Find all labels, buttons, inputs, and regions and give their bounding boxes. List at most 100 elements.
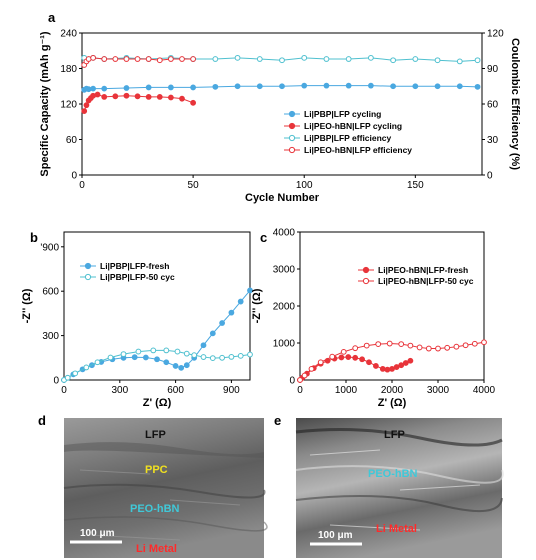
data-point xyxy=(101,94,108,100)
legend-label: Li|PEO-hBN|LFP efficiency xyxy=(304,145,412,155)
data-point xyxy=(112,93,119,100)
data-point xyxy=(234,83,241,90)
data-point xyxy=(367,54,374,61)
legend-label: Li|PEO-hBN|LFP cycling xyxy=(304,121,402,131)
legend-label: Li|PBP|LFP efficiency xyxy=(304,133,392,143)
data-point xyxy=(163,347,170,354)
data-point xyxy=(434,83,441,90)
x-tick-label: 0 xyxy=(79,180,85,191)
plot-frame xyxy=(81,32,483,176)
data-point xyxy=(123,56,130,62)
y-axis-label: Specific Capacity (mAh g⁻¹) xyxy=(39,31,51,177)
data-point xyxy=(131,354,138,361)
x-tick-label: 0 xyxy=(61,385,67,396)
x-tick-label: 3000 xyxy=(427,385,450,396)
legend-label: Li|PEO-hBN|LFP-50 cyc xyxy=(378,276,474,286)
data-point xyxy=(453,343,460,350)
data-point xyxy=(228,309,235,316)
sem-d-label-li-metal: Li Metal xyxy=(136,543,177,555)
y-tick-label: 0 xyxy=(53,376,59,387)
data-point xyxy=(359,356,366,363)
legend-marker xyxy=(362,266,370,274)
data-point xyxy=(145,56,152,62)
x-tick-label: 100 xyxy=(296,180,313,191)
x-axis-label: Z' (Ω) xyxy=(378,397,407,409)
data-point xyxy=(416,344,423,351)
data-point xyxy=(412,56,419,62)
data-point xyxy=(474,57,481,64)
data-point xyxy=(367,82,374,89)
data-point xyxy=(200,342,207,349)
chart-b: 0 300 600 900 0 300 600 '900 Z' (Ω) -Z'' (Ω) Li|PB… xyxy=(21,231,253,409)
data-point xyxy=(297,377,303,383)
data-point xyxy=(156,57,163,64)
y2-axis-label: Coulombic Efficiency (%) xyxy=(509,38,521,170)
panel-letter-c: c xyxy=(260,230,267,245)
data-point xyxy=(398,362,405,369)
data-point xyxy=(167,56,174,62)
data-point xyxy=(390,57,397,64)
data-point xyxy=(134,56,141,62)
data-point xyxy=(200,354,207,360)
data-point xyxy=(101,56,108,62)
data-point xyxy=(156,94,163,100)
data-point xyxy=(135,348,142,355)
data-point xyxy=(90,85,97,92)
data-point xyxy=(345,354,352,360)
y-tick-label: 2000 xyxy=(273,302,296,313)
y2-tick-label: 30 xyxy=(487,135,499,146)
data-point xyxy=(228,354,235,360)
data-point xyxy=(183,350,190,357)
data-point xyxy=(64,374,71,381)
x-tick-label: 2000 xyxy=(381,385,404,396)
data-point xyxy=(101,85,108,92)
data-point xyxy=(142,354,149,361)
data-point xyxy=(474,83,481,90)
series-line xyxy=(83,85,478,91)
legend-marker xyxy=(84,273,92,281)
data-point xyxy=(373,363,379,369)
data-point xyxy=(172,363,179,369)
x-tick-label: 600 xyxy=(167,385,184,396)
data-point xyxy=(390,83,397,90)
data-point xyxy=(425,345,432,352)
data-point xyxy=(179,95,185,102)
y2-tick-label: 0 xyxy=(487,171,493,182)
legend-marker xyxy=(288,110,296,118)
sem-d-scalebar-text: 100 μm xyxy=(80,528,115,539)
data-point xyxy=(279,57,285,64)
data-point xyxy=(317,359,324,366)
data-point xyxy=(190,99,197,106)
data-point xyxy=(123,92,130,99)
sem-d-label-peo-hbn: PEO-hBN xyxy=(130,503,180,515)
y-tick-label: 240 xyxy=(60,29,77,40)
data-point xyxy=(407,357,414,364)
data-point xyxy=(389,366,395,372)
data-point xyxy=(120,351,127,358)
x-tick-label: 1000 xyxy=(335,385,358,396)
data-point xyxy=(190,84,197,91)
data-point xyxy=(444,344,451,351)
data-point xyxy=(183,362,190,369)
data-point xyxy=(178,364,185,371)
data-point xyxy=(402,360,409,366)
data-point xyxy=(345,82,352,89)
legend-label: Li|PEO-hBN|LFP-fresh xyxy=(378,265,468,275)
plot-frame xyxy=(299,231,485,381)
sem-d-label-ppc: PPC xyxy=(145,464,168,476)
legend-marker xyxy=(362,277,370,285)
series-line xyxy=(63,349,251,381)
data-point xyxy=(398,341,405,348)
data-point xyxy=(247,351,253,358)
data-point xyxy=(434,57,441,64)
data-point xyxy=(190,56,197,62)
data-point xyxy=(301,54,308,61)
data-point xyxy=(256,56,263,62)
data-point xyxy=(237,298,244,305)
data-point xyxy=(150,347,157,354)
legend-marker xyxy=(288,146,296,154)
data-point xyxy=(435,345,441,352)
data-point xyxy=(329,353,336,360)
data-point xyxy=(191,352,198,359)
